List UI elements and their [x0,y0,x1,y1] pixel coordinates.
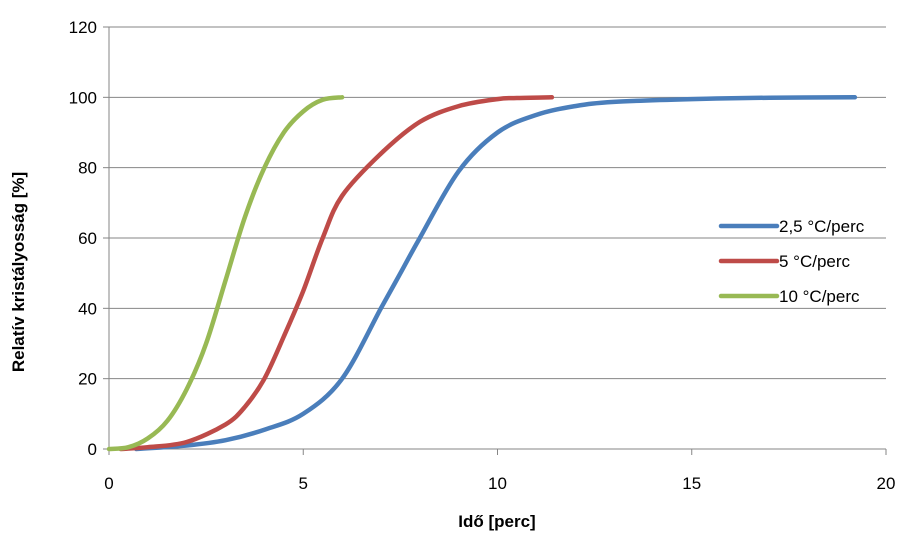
y-tick-label: 20 [78,370,97,389]
y-tick-label: 80 [78,159,97,178]
y-tick-label: 40 [78,299,97,318]
x-tick-label: 10 [488,474,507,493]
y-tick-label: 120 [69,18,97,37]
legend-label-2: 5 °C/perc [779,252,851,271]
legend-label-3: 10 °C/perc [779,287,860,306]
grid [109,26,886,380]
x-tick-label: 0 [104,474,113,493]
tick-labels: 0 20 40 60 80 100 120 0 5 10 15 20 [69,18,896,493]
series-line-2 [118,95,555,452]
axes [103,26,887,455]
series-line-1 [133,95,858,452]
series-line-3 [106,95,345,452]
series [106,95,858,452]
y-tick-label: 60 [78,229,97,248]
y-axis-title: Relatív kristályosság [%] [9,172,28,372]
legend-label-1: 2,5 °C/perc [779,217,865,236]
x-tick-label: 20 [877,474,896,493]
y-tick-label: 100 [69,88,97,107]
x-tick-label: 5 [299,474,308,493]
y-tick-label: 0 [88,440,97,459]
x-tick-label: 15 [682,474,701,493]
legend: 2,5 °C/perc 5 °C/perc 10 °C/perc [718,217,865,306]
x-axis-title: Idő [perc] [458,512,535,531]
